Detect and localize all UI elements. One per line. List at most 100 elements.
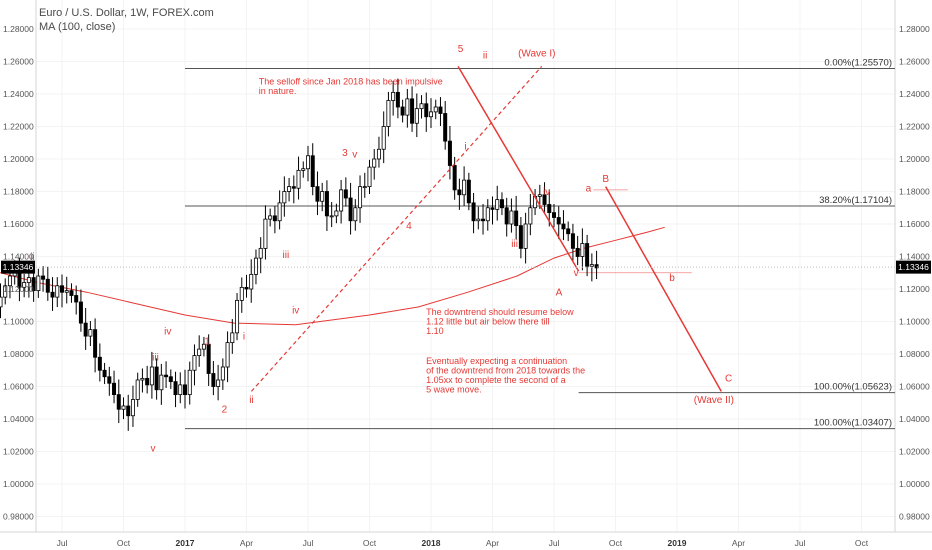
- candle-body: [481, 218, 486, 222]
- candle-body: [575, 247, 580, 257]
- candle-body: [239, 286, 244, 301]
- candle-body: [74, 295, 79, 303]
- wave-label: v: [574, 268, 579, 279]
- candle-body: [395, 91, 400, 108]
- annotation-note: 5 wave move.: [426, 384, 482, 394]
- candle-body: [362, 186, 367, 189]
- wave-label: ii: [483, 50, 487, 61]
- candle-body: [26, 277, 31, 283]
- wave-label: v: [151, 444, 156, 455]
- candle-body: [64, 290, 69, 293]
- wave-label: 5: [458, 44, 464, 55]
- price-tick-left: 1.20000: [3, 154, 34, 164]
- wave-label: i: [243, 331, 245, 342]
- candle-body: [301, 168, 306, 171]
- candle-body: [386, 100, 391, 127]
- candle-body: [466, 179, 471, 204]
- wave-label: A: [556, 288, 563, 299]
- price-tick-right: 1.08000: [899, 349, 930, 359]
- fib-level-label: 100.00%(1.03407): [814, 418, 892, 429]
- candle-body: [400, 106, 405, 116]
- candle-body: [552, 212, 557, 218]
- wave-tag: (Wave I): [518, 49, 555, 60]
- price-tick-left: 1.24000: [3, 89, 34, 99]
- candle-body: [182, 384, 187, 396]
- wave-label: iii: [152, 353, 159, 364]
- candle-body: [324, 191, 329, 217]
- last-price-badge-right: 1.13346: [896, 260, 931, 274]
- candle-body: [353, 207, 358, 222]
- trendline: [457, 65, 580, 272]
- time-tick: Oct: [609, 538, 623, 548]
- candle-body: [348, 197, 353, 222]
- candle-body: [272, 215, 277, 222]
- annotation-note: Eventually expecting a continuation: [426, 356, 567, 366]
- time-tick: Oct: [363, 538, 377, 548]
- price-tick-right: 1.20000: [899, 154, 930, 164]
- candle-body: [566, 228, 571, 235]
- candle-body: [542, 194, 547, 205]
- wave-label: a: [586, 184, 592, 195]
- candle-body: [376, 148, 381, 160]
- candle-body: [561, 223, 566, 230]
- symbol-title: Euro / U.S. Dollar, 1W, FOREX.com: [39, 7, 214, 19]
- fib-level-label: 38.20%(1.17104): [819, 195, 892, 206]
- wave-label: B: [602, 174, 609, 185]
- wave-label: 1: [204, 336, 210, 347]
- candle-body: [315, 186, 320, 202]
- indicator-label: MA (100, close): [39, 21, 116, 33]
- candle-body: [135, 379, 140, 400]
- wave-label: v: [352, 149, 357, 160]
- time-tick: 2018: [422, 538, 441, 548]
- candle-body: [594, 264, 599, 269]
- time-axis: Jul Oct 2017 Apr Jul Oct 2018 Apr Jul Oct 2019 Apr J…: [57, 538, 869, 548]
- price-tick-left: 1.08000: [3, 349, 34, 359]
- last-price-badge-left: 1.13346: [1, 260, 35, 274]
- wave-label: 4: [406, 221, 412, 232]
- candle-body: [130, 399, 135, 417]
- wave-label: iv: [164, 327, 171, 338]
- time-tick: Oct: [117, 538, 131, 548]
- wave-label: ii: [249, 395, 253, 406]
- candle-body: [410, 98, 415, 124]
- candle-body: [201, 343, 206, 350]
- candle-body: [438, 106, 443, 114]
- candle-body: [69, 290, 74, 296]
- candle-body: [0, 296, 3, 308]
- candle-body: [216, 379, 221, 387]
- price-tick-right: 1.28000: [899, 24, 930, 34]
- wave-label: i: [464, 141, 466, 152]
- candle-body: [50, 291, 55, 298]
- time-tick: 2017: [176, 538, 195, 548]
- candle-body: [462, 179, 467, 196]
- candle-body: [570, 233, 575, 249]
- candle-body: [414, 108, 419, 124]
- candle-body: [112, 382, 117, 396]
- candle-body: [249, 273, 254, 290]
- candle-body: [268, 215, 273, 220]
- wave-label: iv: [543, 187, 550, 198]
- price-tick-left: 1.04000: [3, 414, 34, 424]
- candle-body: [296, 169, 301, 189]
- wave-label: 3: [342, 148, 348, 159]
- candle-body: [447, 140, 452, 166]
- wave-label: iv: [292, 305, 299, 316]
- candle-body: [310, 155, 315, 188]
- time-tick: Jul: [57, 538, 68, 548]
- candle-body: [485, 207, 490, 222]
- candle-body: [405, 98, 410, 116]
- annotation-note: 1.12 little but air below there till: [426, 317, 550, 327]
- candle-body: [206, 343, 211, 374]
- candle-body: [504, 207, 509, 225]
- candle-body: [3, 285, 8, 298]
- candle-body: [41, 275, 46, 280]
- candle-body: [291, 186, 296, 189]
- candle-body: [329, 215, 334, 218]
- candle-body: [476, 218, 481, 222]
- candle-body: [585, 243, 590, 267]
- price-tick-right: 1.00000: [899, 479, 930, 489]
- candle-body: [178, 384, 183, 396]
- wave-tag: (Wave II): [694, 395, 734, 406]
